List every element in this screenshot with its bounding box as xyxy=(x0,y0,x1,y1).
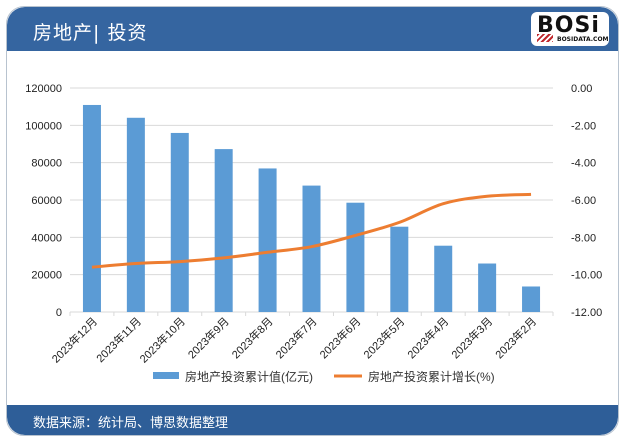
bar xyxy=(302,185,321,312)
header-bar: 房地产| 投资 BOSi BOSIDATA.COM xyxy=(7,7,618,51)
growth-line xyxy=(91,192,532,269)
x-axis-label: 2023年6月 xyxy=(316,314,363,361)
left-axis-tick: 120000 xyxy=(25,83,62,95)
right-axis-tick: -2.00 xyxy=(571,120,596,132)
x-axis-label: 2023年10月 xyxy=(136,314,187,365)
logo-stripe-icon xyxy=(537,34,553,42)
bar xyxy=(82,104,101,312)
left-axis-tick: 20000 xyxy=(31,270,62,282)
right-axis-tick: -12.00 xyxy=(571,307,602,319)
x-axis-label: 2023年3月 xyxy=(448,314,495,361)
bar xyxy=(522,286,541,312)
chart-card: 房地产| 投资 BOSi BOSIDATA.COM 0 20000 40000 600… xyxy=(6,6,619,436)
left-axis-tick: 60000 xyxy=(31,195,62,207)
bar xyxy=(214,149,233,312)
bosi-logo: BOSi BOSIDATA.COM xyxy=(531,12,609,46)
legend-bar-label: 房地产投资累计值(亿元) xyxy=(185,369,313,384)
x-axis-label: 2023年2月 xyxy=(492,314,539,361)
bar xyxy=(258,168,277,312)
x-axis-label: 2023年7月 xyxy=(273,314,320,361)
chart-title: 房地产| 投资 xyxy=(33,22,148,44)
left-axis-tick: 40000 xyxy=(31,232,62,244)
bar xyxy=(390,226,409,312)
bar xyxy=(346,202,365,312)
left-axis-tick: 80000 xyxy=(31,158,62,170)
legend-bar-swatch xyxy=(153,372,179,379)
right-axis-tick: -8.00 xyxy=(571,232,596,244)
logo-text: BOSi xyxy=(537,13,600,38)
left-axis-tick: 0 xyxy=(56,307,62,319)
x-axis-label: 2023年8月 xyxy=(229,314,276,361)
x-axis-label: 2023年9月 xyxy=(185,314,232,361)
x-axis-label: 2023年11月 xyxy=(93,314,144,365)
footer-bar: 数据来源：统计局、博思数据整理 xyxy=(7,405,618,435)
right-axis-tick: -10.00 xyxy=(571,270,602,282)
x-axis-label: 2023年4月 xyxy=(404,314,451,361)
right-axis-tick: 0.00 xyxy=(571,83,592,95)
logo-subtext: BOSIDATA.COM xyxy=(557,36,609,43)
right-axis-tick: -6.00 xyxy=(571,195,596,207)
x-axis-label: 2023年5月 xyxy=(360,314,407,361)
bar xyxy=(434,245,453,312)
x-axis-label: 2023年12月 xyxy=(49,314,100,365)
left-axis-tick: 100000 xyxy=(25,120,62,132)
right-axis-tick: -4.00 xyxy=(571,158,596,170)
data-source: 数据来源：统计局、博思数据整理 xyxy=(33,416,229,431)
bar xyxy=(170,132,189,312)
bar xyxy=(126,117,145,312)
bar xyxy=(478,263,497,312)
chart-plot: 0 20000 40000 60000 80000 100000 120000 -12.00 -… xyxy=(25,83,602,384)
legend-line-label: 房地产投资累计增长(%) xyxy=(368,369,495,384)
